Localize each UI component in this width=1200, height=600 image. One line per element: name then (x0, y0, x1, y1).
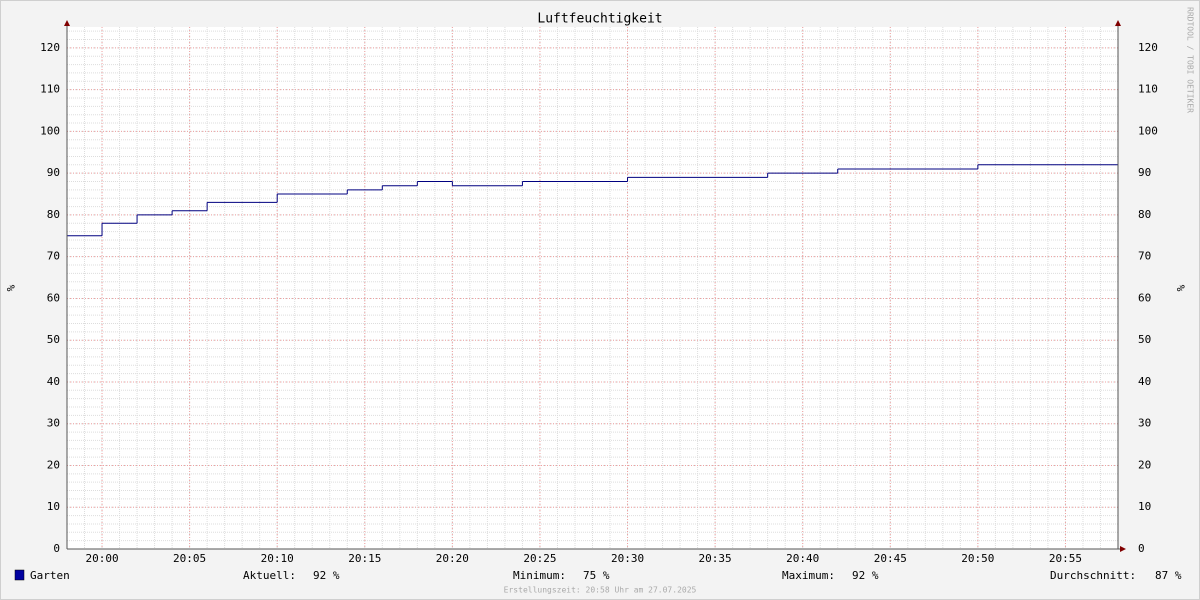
axis-arrow (64, 20, 70, 26)
y2-tick-label: 10 (1138, 500, 1151, 513)
y-tick-label: 90 (47, 166, 60, 179)
footer: Erstellungszeit: 20:58 Uhr am 27.07.2025 (504, 586, 697, 595)
y-tick-label: 60 (47, 291, 60, 304)
y-tick-label: 0 (53, 542, 60, 555)
y-tick-label: 100 (40, 124, 60, 137)
y-tick-label: 70 (47, 250, 60, 263)
stat-value: 75 % (583, 569, 610, 582)
y-tick-label: 120 (40, 41, 60, 54)
stat-label: Aktuell: (243, 569, 296, 582)
x-tick-label: 20:30 (611, 552, 644, 565)
y2-tick-label: 20 (1138, 458, 1151, 471)
x-tick-label: 20:35 (699, 552, 732, 565)
y2-tick-label: 40 (1138, 375, 1151, 388)
stat-label: Maximum: (782, 569, 835, 582)
x-tick-label: 20:20 (436, 552, 469, 565)
x-tick-label: 20:45 (874, 552, 907, 565)
y-tick-label: 110 (40, 83, 60, 96)
axis-arrow (1120, 546, 1126, 552)
stat-value: 87 % (1155, 569, 1182, 582)
x-tick-label: 20:10 (261, 552, 294, 565)
y2-tick-label: 30 (1138, 417, 1151, 430)
x-tick-label: 20:40 (786, 552, 819, 565)
grid (66, 27, 1119, 550)
x-tick-label: 20:25 (523, 552, 556, 565)
y2-tick-label: 100 (1138, 124, 1158, 137)
y2-tick-label: 70 (1138, 250, 1151, 263)
x-tick-label: 20:00 (85, 552, 118, 565)
marks (67, 164, 1118, 237)
y-axis-label: % (4, 285, 17, 292)
stat-label: Minimum: (513, 569, 566, 582)
x-tick-label: 20:15 (348, 552, 381, 565)
y-tick-label: 30 (47, 417, 60, 430)
y2-tick-label: 80 (1138, 208, 1151, 221)
y2-tick-label: 110 (1138, 83, 1158, 96)
y-tick-label: 20 (47, 458, 60, 471)
stat-value: 92 % (852, 569, 879, 582)
stat-value: 92 % (313, 569, 340, 582)
y-tick-label: 10 (47, 500, 60, 513)
y-tick-label: 40 (47, 375, 60, 388)
watermark: RRDTOOL / TOBI OETIKER (1186, 7, 1195, 113)
x-tick-label: 20:50 (961, 552, 994, 565)
y-tick-label: 80 (47, 208, 60, 221)
stat-label: Durchschnitt: (1050, 569, 1136, 582)
y2-tick-label: 50 (1138, 333, 1151, 346)
y2-tick-label: 90 (1138, 166, 1151, 179)
x-tick-label: 20:55 (1049, 552, 1082, 565)
chart-title: Luftfeuchtigkeit (537, 12, 662, 27)
y2-axis-label: % (1174, 285, 1187, 292)
legend-label: Garten (30, 569, 70, 582)
y2-tick-label: 0 (1138, 542, 1145, 555)
x-tick-label: 20:05 (173, 552, 206, 565)
y-tick-label: 50 (47, 333, 60, 346)
y2-tick-label: 120 (1138, 41, 1158, 54)
y2-tick-label: 60 (1138, 291, 1151, 304)
axis-arrow (1115, 20, 1121, 26)
legend-swatch (14, 569, 25, 581)
